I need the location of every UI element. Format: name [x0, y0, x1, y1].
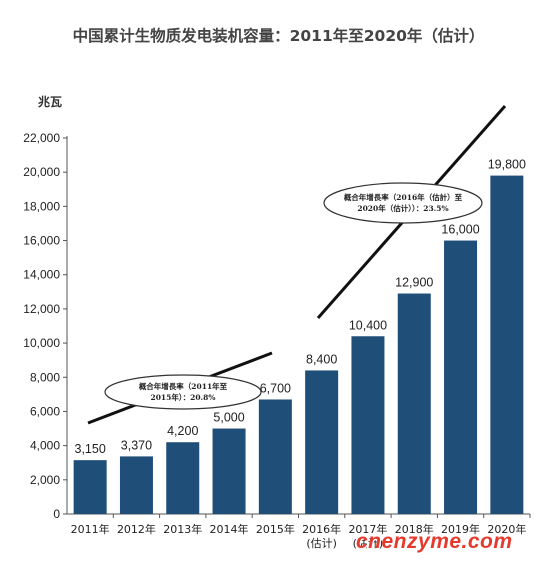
- y-tick-label: 16,000: [23, 234, 60, 248]
- bar-value-label: 8,400: [306, 352, 337, 366]
- bar: [73, 460, 107, 514]
- bar: [305, 370, 339, 514]
- bar-value-label: 16,000: [441, 223, 479, 237]
- cagr-annotation-line2: 2015年）：20.8%: [150, 392, 215, 402]
- bar-value-label: 6,700: [260, 381, 291, 395]
- x-category-label: 2011年: [71, 522, 110, 536]
- x-category-label: (估计): [306, 537, 337, 550]
- y-tick-label: 0: [53, 507, 60, 521]
- bar: [397, 293, 431, 514]
- bar-value-label: 5,000: [213, 411, 244, 425]
- bar-value-label: 10,400: [349, 318, 387, 332]
- bar: [351, 336, 385, 514]
- cagr-annotation-line2: 2020年（估计））：23.5%: [357, 203, 448, 213]
- y-tick-label: 14,000: [23, 268, 60, 282]
- y-tick-label: 8,000: [30, 370, 60, 384]
- bar: [258, 399, 292, 514]
- cagr-annotation-ellipse: [323, 182, 483, 224]
- y-tick-label: 20,000: [23, 165, 60, 179]
- bar-value-label: 12,900: [395, 276, 433, 290]
- y-tick-label: 22,000: [23, 131, 60, 145]
- x-category-label: 2014年: [210, 522, 249, 536]
- chart-title: 中国累计生物质发电装机容量：2011年至2020年（估计）: [72, 27, 485, 45]
- x-category-label: (估计): [353, 537, 384, 550]
- bar: [166, 442, 200, 514]
- y-axis-unit-label: 兆瓦: [38, 95, 63, 109]
- x-category-label: 2019年: [441, 522, 480, 536]
- bar-value-label: 4,200: [167, 424, 198, 438]
- x-category-label: 2017年: [348, 522, 387, 536]
- bar: [119, 456, 153, 514]
- cagr-annotation-ellipse: [104, 374, 262, 410]
- x-category-label: 2013年: [163, 522, 202, 536]
- x-category-label: 2018年: [395, 522, 434, 536]
- y-tick-label: 18,000: [23, 199, 60, 213]
- x-category-label: 2020年: [487, 522, 526, 536]
- y-tick-label: 12,000: [23, 302, 60, 316]
- x-category-label: 2015年: [256, 522, 295, 536]
- x-category-label: 2012年: [117, 522, 156, 536]
- y-tick-label: 6,000: [30, 404, 60, 418]
- bar-value-label: 3,370: [121, 438, 152, 452]
- bar: [490, 175, 524, 514]
- bar-value-label: 3,150: [75, 442, 106, 456]
- y-tick-label: 2,000: [30, 473, 60, 487]
- cagr-annotation-line1: 概合年增長率（2011年至: [139, 381, 228, 391]
- y-tick-label: 4,000: [30, 439, 60, 453]
- x-category-label: 2016年: [302, 522, 341, 536]
- bar: [212, 428, 246, 514]
- bar-value-label: 19,800: [488, 158, 526, 172]
- watermark: cnenzyme.com: [356, 530, 513, 553]
- bar: [444, 240, 478, 514]
- cagr-annotation-line1: 概合年增長率（2016年（估計）至: [344, 192, 463, 202]
- y-tick-label: 10,000: [23, 336, 60, 350]
